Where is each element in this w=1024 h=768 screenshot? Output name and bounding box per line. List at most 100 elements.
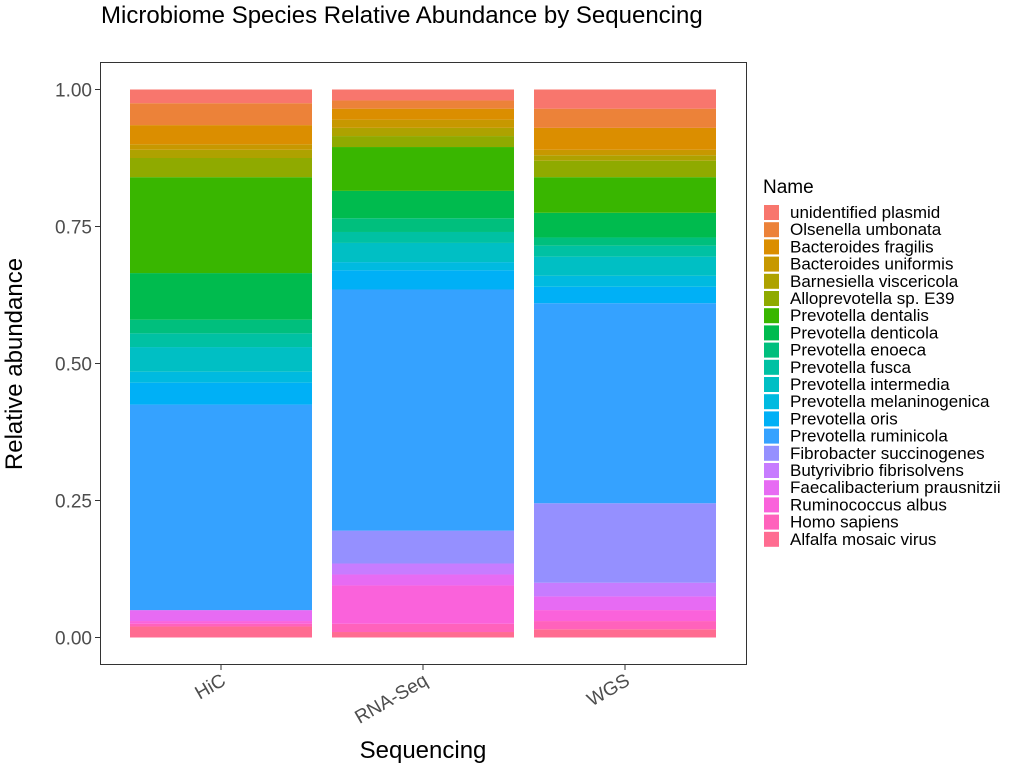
legend-label: Bacteroides fragilis — [790, 237, 934, 256]
bar-segment — [332, 563, 514, 575]
bar-segment — [332, 289, 514, 531]
bar-segment — [332, 270, 514, 290]
legend-label: Prevotella ruminicola — [790, 427, 948, 446]
legend-label: Prevotella intermedia — [790, 375, 950, 394]
legend-swatch — [764, 463, 779, 478]
legend-swatch — [764, 497, 779, 513]
bar-segment — [534, 245, 716, 257]
legend-label: Alloprevotella sp. E39 — [790, 289, 954, 308]
bar-segment — [130, 177, 312, 274]
legend-label: unidentified plasmid — [790, 203, 940, 222]
legend-label: Homo sapiens — [790, 513, 899, 532]
bar-segment — [534, 503, 716, 583]
bar-segment — [130, 382, 312, 405]
legend-swatch — [764, 394, 779, 410]
bar-segment — [332, 147, 514, 191]
bar-segment — [534, 303, 716, 504]
bar-segment — [130, 144, 312, 150]
legend-swatch — [764, 377, 779, 392]
bar-segment — [130, 273, 312, 320]
legend-label: Alfalfa mosaic virus — [790, 530, 936, 549]
y-tick-label: 0.00 — [55, 629, 92, 650]
bar-segment — [130, 621, 312, 624]
bar-segment — [332, 231, 514, 243]
y-tick-label: 0.75 — [55, 218, 92, 239]
legend-swatch — [764, 514, 779, 530]
bar-segment — [534, 177, 716, 213]
bar-segment — [130, 610, 312, 622]
legend-label: Ruminococcus albus — [790, 495, 947, 514]
bar-segment — [534, 89, 716, 109]
chart-title: Microbiome Species Relative Abundance by… — [101, 2, 703, 29]
legend-swatch — [764, 205, 779, 220]
bar-segment — [130, 623, 312, 627]
bar-segment — [332, 632, 514, 638]
legend-title: Name — [763, 177, 814, 198]
bar-segment — [332, 530, 514, 564]
legend-label: Fibrobacter succinogenes — [790, 444, 985, 463]
bar-segment — [332, 119, 514, 128]
y-axis: 0.00 0.25 0.50 0.75 1.00 — [55, 81, 100, 650]
legend-label: Bacteroides uniformis — [790, 255, 953, 274]
bar-segment — [534, 621, 716, 630]
bar-segment — [332, 585, 514, 624]
legend-swatch — [764, 445, 779, 461]
legend-swatch — [764, 256, 779, 272]
legend-swatch — [764, 239, 779, 255]
bar-segment — [534, 582, 716, 597]
legend-swatch — [764, 273, 779, 289]
legend-swatch — [764, 359, 779, 375]
legend-label: Barnesiella viscericola — [790, 272, 959, 291]
bar-segment — [130, 371, 312, 383]
legend-label: Prevotella dentalis — [790, 306, 929, 325]
legend-label: Butyrivibrio fibrisolvens — [790, 461, 964, 480]
legend-label: Prevotella fusca — [790, 358, 911, 377]
bar-segment — [534, 596, 716, 611]
bar-segment — [332, 623, 514, 633]
bar-segment — [332, 262, 514, 271]
bar-segment — [332, 127, 514, 137]
y-tick-label: 1.00 — [55, 81, 92, 102]
bar-segment — [534, 160, 716, 178]
bar-segment — [534, 155, 716, 161]
x-tick-label: WGS — [584, 670, 634, 711]
bar-segment — [534, 286, 716, 304]
bar-segment — [332, 242, 514, 263]
legend-label: Faecalibacterium prausnitzii — [790, 478, 1001, 497]
legend-label: Prevotella enoeca — [790, 341, 927, 360]
legend-label: Prevotella denticola — [790, 323, 939, 342]
bar-segment — [534, 127, 716, 150]
x-tick-label: RNA-Seq — [352, 670, 432, 728]
bar-segment — [534, 275, 716, 287]
legend-swatch — [764, 342, 779, 358]
bar-segment — [332, 218, 514, 232]
bar-segment — [534, 629, 716, 638]
bar-segment — [534, 237, 716, 246]
bar-segment — [534, 149, 716, 156]
bar-segment — [332, 108, 514, 120]
x-tick-label: HiC — [192, 670, 230, 704]
bar-segment — [130, 125, 312, 145]
bar-segment — [332, 100, 514, 109]
bar-segment — [130, 333, 312, 348]
bar-segment — [332, 574, 514, 586]
bar-segment — [332, 136, 514, 148]
x-axis-title: Sequencing — [360, 737, 487, 764]
bar-segment — [534, 610, 716, 622]
legend-swatch — [764, 308, 779, 324]
y-tick-label: 0.50 — [55, 355, 92, 376]
legend-label: Prevotella oris — [790, 409, 898, 428]
bar-segment — [130, 347, 312, 372]
legend-swatch — [764, 291, 779, 306]
y-axis-title: Relative abundance — [1, 258, 28, 470]
bar-segment — [534, 256, 716, 276]
bar-segment — [130, 319, 312, 334]
legend-swatch — [764, 325, 779, 341]
bar-segment — [332, 190, 514, 219]
legend-swatch — [764, 411, 779, 427]
bar-segment — [130, 103, 312, 126]
bar-segment — [534, 108, 716, 128]
bar-segment — [332, 89, 514, 101]
bar-segment — [534, 212, 716, 238]
